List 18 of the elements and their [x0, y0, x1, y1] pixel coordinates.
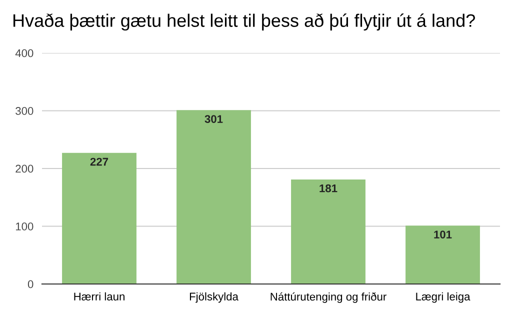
x-tick-label: Fjölskylda: [190, 292, 238, 303]
y-tick-label: 100: [16, 222, 34, 230]
x-tick-label: Lægri leiga: [416, 292, 470, 303]
bar: [291, 179, 366, 284]
y-tick-label: 400: [15, 49, 34, 58]
y-tick-label: 0: [28, 280, 34, 288]
data-label: 181: [320, 184, 338, 192]
data-label: 101: [434, 230, 452, 238]
bar: [62, 152, 136, 284]
y-tick-label: 300: [16, 107, 34, 115]
x-tick-label: Náttúrutenging og friður: [270, 292, 386, 303]
data-label: 301: [204, 115, 223, 123]
x-tick-label: Hærri laun: [74, 292, 124, 300]
y-tick-label: 200: [16, 164, 34, 173]
data-label: 227: [90, 158, 108, 166]
bar: [406, 226, 480, 284]
chart-title: Hvaða þættir gætu helst leitt til þess að þú flytjir út á land?: [13, 13, 475, 31]
bar: [176, 110, 251, 284]
